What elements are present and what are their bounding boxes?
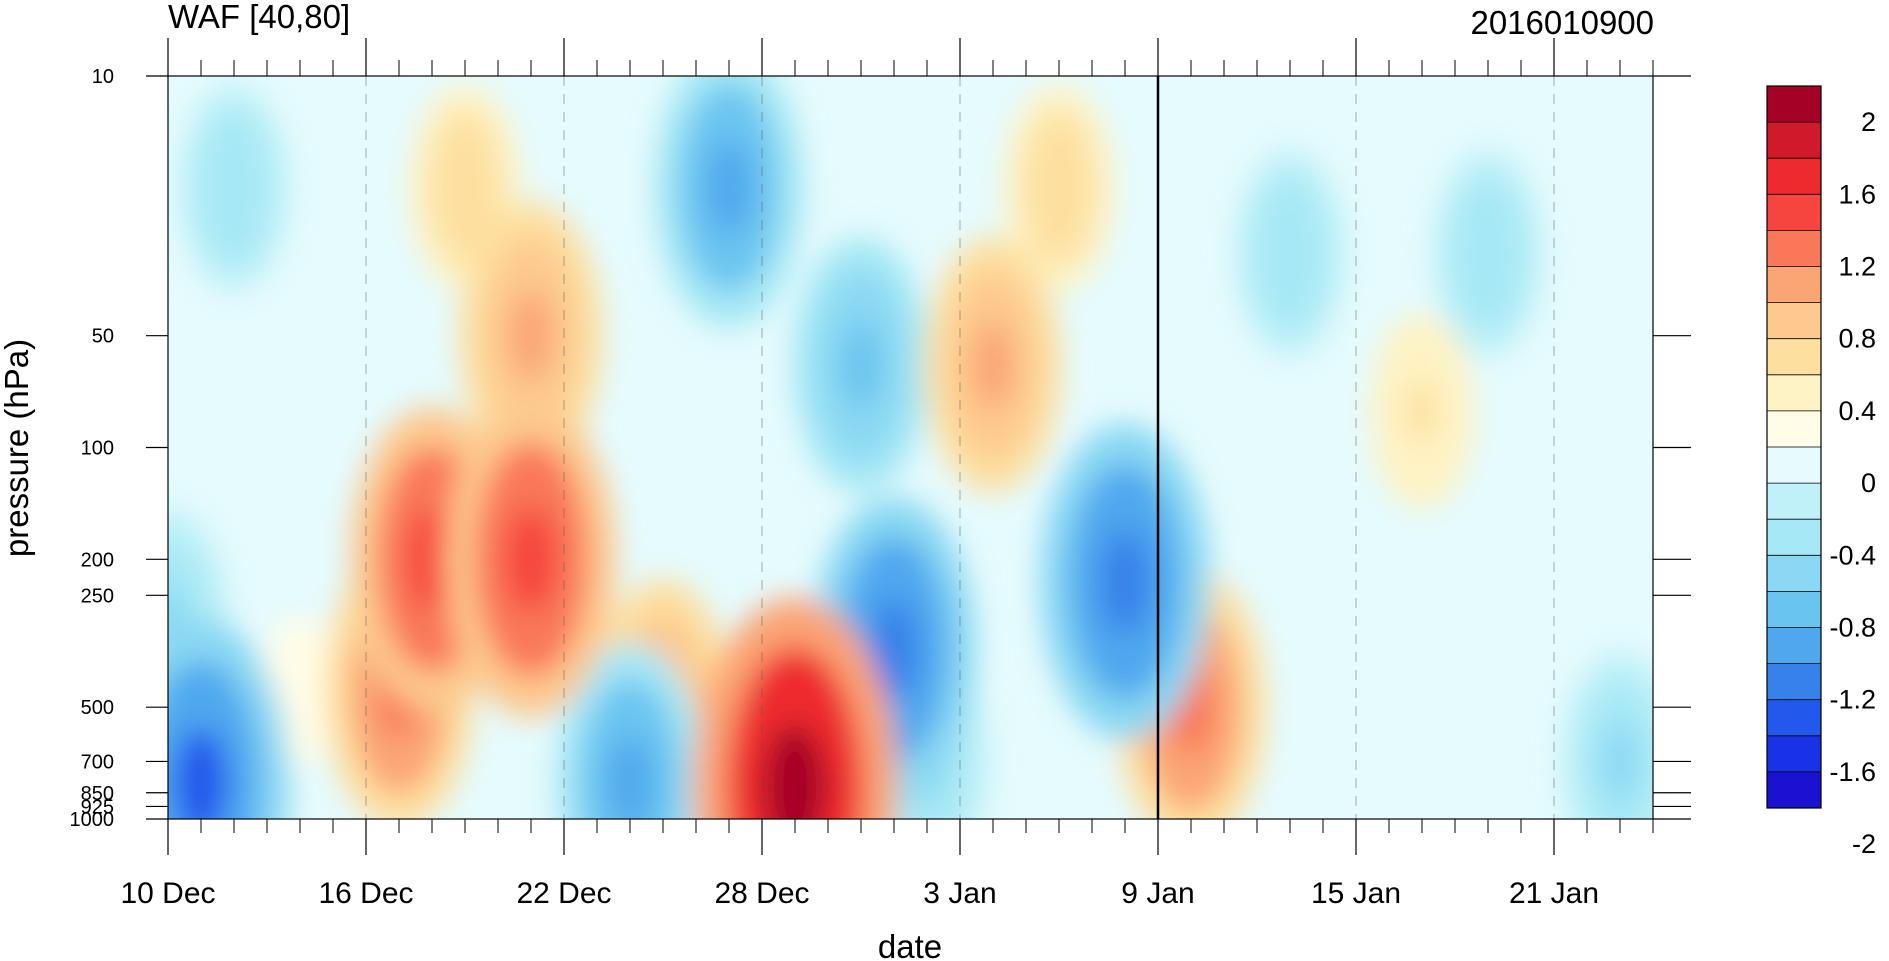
y-tick-label: 925 [81, 796, 114, 818]
field-region-core [217, 153, 251, 223]
field-region-core [505, 506, 557, 613]
colorbar: 2 1.6 1.2 0.8 0.4 0 -0.4 -0.8 -1.2 -1.6 -2 [1766, 85, 1876, 859]
colorbar-label: 2 [1861, 107, 1876, 137]
plot-area [167, 75, 1654, 820]
colorbar-swatch [1767, 483, 1821, 520]
colorbar-label: -0.4 [1829, 540, 1876, 570]
y-tick-label: 500 [81, 697, 114, 719]
colorbar-swatch [1767, 519, 1821, 556]
field-region-core [706, 141, 752, 235]
field-region-core [1602, 724, 1638, 799]
field-region-core [869, 598, 919, 701]
x-tick-label: 15 Jan [1311, 877, 1401, 910]
field-region-core [1099, 529, 1151, 635]
colorbar-swatch [1767, 699, 1821, 737]
x-axis: 10 Dec 16 Dec 22 Dec 28 Dec 3 Jan 9 Jan 15 Jan… [120, 38, 1654, 910]
colorbar-swatch [1767, 230, 1821, 267]
y-tick-label: 10 [92, 66, 114, 88]
y-tick-label: 1000 [70, 809, 115, 831]
colorbar-label: -0.8 [1829, 613, 1876, 643]
x-tick-label: 10 Dec [120, 877, 215, 910]
y-tick-label: 50 [92, 326, 114, 348]
field-region-core [764, 724, 826, 819]
colorbar-swatch [1767, 591, 1821, 628]
colorbar-swatch [1767, 158, 1821, 195]
colorbar-swatch [1767, 447, 1821, 484]
colorbar-label: -1.6 [1829, 757, 1876, 787]
field-region-core [174, 728, 228, 819]
field-region-core [407, 508, 457, 611]
colorbar-swatch [1767, 627, 1821, 665]
colorbar-swatch [1767, 663, 1821, 701]
colorbar-swatch [1767, 555, 1821, 592]
colorbar-label: 0.8 [1838, 324, 1876, 354]
y-tick-label: 100 [81, 438, 114, 460]
colorbar-swatch [1767, 338, 1821, 376]
colorbar-swatch [1767, 735, 1821, 773]
colorbar-swatch [1767, 122, 1821, 159]
colorbar-swatch [1767, 771, 1821, 809]
field-region-core [1042, 153, 1076, 223]
x-tick-label: 22 Dec [516, 877, 611, 910]
colorbar-swatch [1767, 410, 1821, 448]
field-region-core [1273, 218, 1307, 288]
y-tick-label: 850 [81, 783, 114, 805]
y-axis-label: pressure (hPa) [0, 339, 35, 557]
chart-title: WAF [40,80] [168, 0, 350, 35]
chart-date-stamp: 2016010900 [1470, 4, 1654, 41]
y-tick-label: 250 [81, 585, 114, 607]
colorbar-label: -1.2 [1829, 685, 1876, 715]
x-tick-label: 21 Jan [1509, 877, 1599, 910]
colorbar-swatch [1767, 302, 1821, 340]
field-region-core [972, 322, 1014, 408]
colorbar-label: -2 [1852, 829, 1876, 859]
colorbar-swatch [1767, 374, 1821, 412]
field-region-core [607, 736, 653, 819]
field-region-core [448, 153, 482, 223]
x-axis-label: date [878, 928, 942, 961]
colorbar-frame [1766, 85, 1822, 809]
field-region-core [840, 322, 882, 408]
colorbar-label: 1.2 [1838, 252, 1876, 282]
contour-field [168, 76, 1653, 819]
x-tick-label: 9 Jan [1121, 877, 1194, 910]
y-tick-label: 200 [81, 549, 114, 571]
colorbar-swatch [1767, 266, 1821, 304]
colorbar-label: 0.4 [1838, 396, 1876, 426]
colorbar-swatch [1767, 86, 1821, 123]
field-region-core [509, 290, 553, 381]
colorbar-swatch [1767, 194, 1821, 231]
colorbar-label: 0 [1861, 468, 1876, 498]
field-region-core [1471, 218, 1505, 288]
x-tick-label: 3 Jan [923, 877, 996, 910]
field-region-core [288, 665, 312, 715]
x-tick-label: 16 Dec [318, 877, 413, 910]
colorbar-label: 1.6 [1838, 179, 1876, 209]
x-tick-label: 28 Dec [714, 877, 809, 910]
field-region-core [1406, 378, 1438, 445]
y-tick-label: 700 [81, 751, 114, 773]
